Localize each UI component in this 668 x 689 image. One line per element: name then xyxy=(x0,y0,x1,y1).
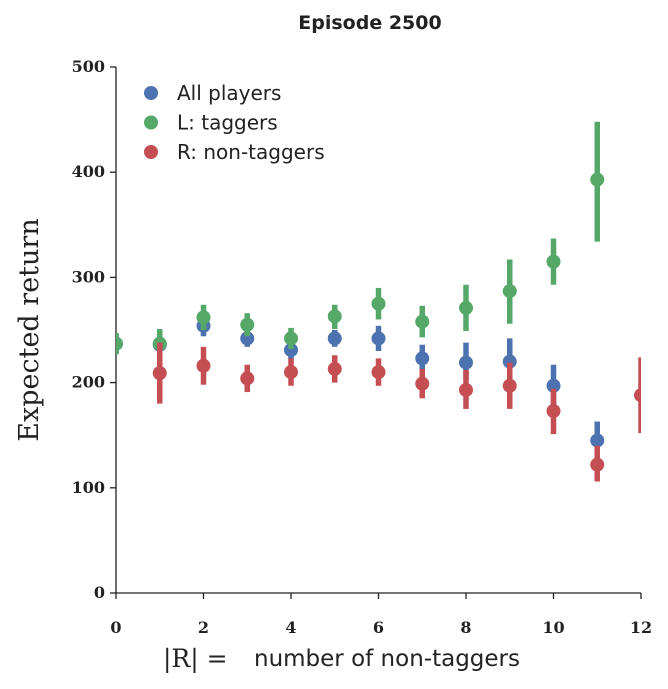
legend-marker xyxy=(144,115,158,130)
data-point xyxy=(502,354,517,369)
data-point xyxy=(371,365,386,380)
data-point xyxy=(371,296,386,311)
x-axis-label-text: number of non-taggers xyxy=(254,646,520,672)
series-2 xyxy=(116,121,605,358)
data-point xyxy=(459,382,473,397)
data-point xyxy=(327,331,342,346)
series-3 xyxy=(152,342,641,482)
y-tick-label: 100 xyxy=(72,478,105,497)
data-point xyxy=(415,376,430,391)
x-tick-label: 6 xyxy=(373,618,384,637)
y-axis-label: Expected return xyxy=(14,218,45,441)
legend-label: All players xyxy=(177,81,281,105)
data-point xyxy=(240,331,255,346)
series-1 xyxy=(116,315,605,459)
y-tick-label: 500 xyxy=(72,57,105,76)
legend-label: L: taggers xyxy=(177,111,278,135)
data-point xyxy=(371,331,386,346)
legend-marker xyxy=(144,86,158,100)
data-point xyxy=(327,361,342,376)
data-point xyxy=(240,371,255,386)
data-point xyxy=(546,254,561,269)
data-point xyxy=(284,342,298,357)
data-point xyxy=(590,457,605,472)
data-point xyxy=(590,172,605,187)
x-tick-label: 10 xyxy=(542,618,564,637)
data-point xyxy=(196,358,211,373)
y-tick-label: 300 xyxy=(72,267,105,286)
data-point xyxy=(415,314,430,329)
data-point xyxy=(459,355,473,370)
plot-area xyxy=(116,121,641,482)
data-point xyxy=(502,284,517,299)
x-axis-label: |R| = number of non-taggers xyxy=(163,644,520,674)
data-point xyxy=(196,310,211,325)
data-point xyxy=(502,378,517,393)
x-tick-label: 8 xyxy=(460,618,471,637)
x-tick-label: 4 xyxy=(285,618,296,637)
chart-title: Episode 2500 xyxy=(298,12,441,34)
legend-marker xyxy=(144,145,158,159)
data-point xyxy=(634,388,641,403)
legend: All players L: taggers R: non-taggers xyxy=(144,81,325,164)
y-tick-label: 200 xyxy=(72,373,105,392)
data-point xyxy=(240,317,255,332)
y-ticks: 0 100 200 300 400 500 xyxy=(72,57,116,602)
x-axis-label-math: |R| = xyxy=(163,644,228,674)
data-point xyxy=(546,378,561,393)
x-tick-label: 2 xyxy=(198,618,209,637)
data-point xyxy=(590,433,605,448)
x-ticks: 0 2 4 6 8 10 12 xyxy=(110,593,652,637)
data-point xyxy=(546,404,561,419)
data-point xyxy=(459,300,473,315)
x-tick-label: 0 xyxy=(110,618,121,637)
data-point xyxy=(327,309,342,324)
x-tick-label: 12 xyxy=(630,618,652,637)
data-point xyxy=(284,331,298,346)
data-point xyxy=(116,336,123,351)
y-tick-label: 400 xyxy=(72,162,105,181)
y-tick-label: 0 xyxy=(94,583,105,602)
data-point xyxy=(415,351,430,366)
data-point xyxy=(284,365,298,380)
data-point xyxy=(152,366,167,381)
legend-label: R: non-taggers xyxy=(177,140,325,164)
